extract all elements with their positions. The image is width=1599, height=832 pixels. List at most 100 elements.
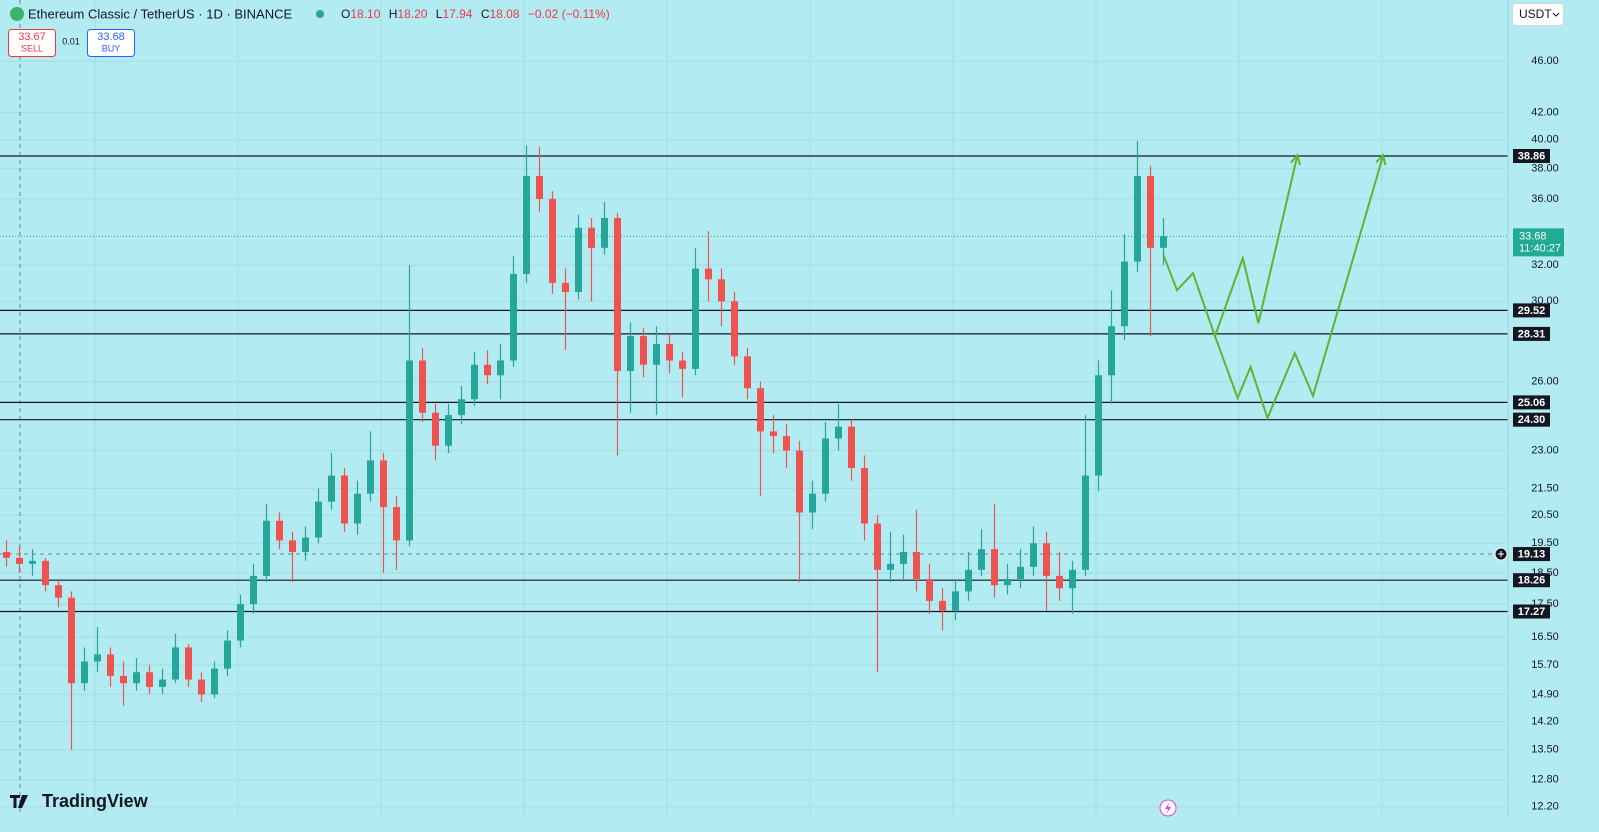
candle-body bbox=[484, 364, 491, 376]
candle-body bbox=[991, 549, 998, 586]
candle-body bbox=[432, 412, 439, 446]
candle-body bbox=[16, 557, 23, 564]
candle-body bbox=[29, 560, 36, 564]
level-label-box bbox=[1513, 148, 1550, 163]
crosshair-label-box bbox=[1513, 547, 1550, 562]
countdown: 11:40:27 bbox=[1519, 242, 1561, 254]
candle-body bbox=[822, 438, 829, 494]
candle-body bbox=[705, 268, 712, 280]
y-tick-label: 23.00 bbox=[1531, 444, 1559, 456]
y-tick-label: 32.00 bbox=[1531, 259, 1559, 271]
y-tick-label: 12.20 bbox=[1531, 801, 1559, 813]
y-tick-label: 40.00 bbox=[1531, 134, 1559, 146]
spread: 0.01 bbox=[62, 36, 80, 46]
level-label: 18.26 bbox=[1518, 575, 1546, 587]
candle-body bbox=[237, 604, 244, 641]
candle-body bbox=[562, 282, 569, 293]
candle-body bbox=[185, 647, 192, 680]
ohlc-value: 17.94 bbox=[442, 7, 472, 21]
current-price-label: 33.68 bbox=[1519, 230, 1547, 242]
candle-body bbox=[913, 552, 920, 579]
ohlc-value: 18.10 bbox=[350, 7, 380, 21]
y-tick-label: 46.00 bbox=[1531, 55, 1559, 67]
sell-price: 33.67 bbox=[18, 31, 46, 43]
buy-price: 33.68 bbox=[97, 31, 125, 43]
y-tick-label: 13.50 bbox=[1531, 744, 1559, 756]
buy-button[interactable] bbox=[87, 29, 135, 57]
y-tick-label: 15.70 bbox=[1531, 659, 1559, 671]
candle-body bbox=[172, 647, 179, 680]
level-label: 38.86 bbox=[1518, 150, 1546, 162]
candle-body bbox=[601, 217, 608, 248]
candle-body bbox=[55, 585, 62, 598]
level-label: 24.30 bbox=[1518, 414, 1546, 426]
y-tick-label: 14.90 bbox=[1531, 688, 1559, 700]
candle-body bbox=[718, 279, 725, 302]
candle-body bbox=[770, 431, 777, 437]
currency-button[interactable] bbox=[1512, 3, 1564, 26]
candle-body bbox=[354, 493, 361, 524]
candle-body bbox=[393, 507, 400, 541]
ohlc-key: C bbox=[481, 7, 490, 21]
ohlc-value: 18.08 bbox=[490, 7, 520, 21]
ohlc: O18.10 H18.20 L17.94 C18.08 −0.02 (−0.11… bbox=[341, 7, 610, 21]
ohlc-value: 18.20 bbox=[397, 7, 427, 21]
candle-body bbox=[575, 227, 582, 293]
candle-body bbox=[1030, 543, 1037, 567]
projection-arrow bbox=[1375, 153, 1387, 166]
candle-body bbox=[146, 672, 153, 687]
candle-body bbox=[133, 672, 140, 684]
candle-body bbox=[419, 360, 426, 413]
candle-body bbox=[68, 597, 75, 684]
brand-icon bbox=[10, 795, 28, 808]
y-tick-label: 26.00 bbox=[1531, 376, 1559, 388]
candle-body bbox=[1121, 261, 1128, 327]
crosshair-label: 19.13 bbox=[1518, 548, 1546, 560]
candle-body bbox=[1147, 176, 1154, 248]
y-tick-label: 42.00 bbox=[1531, 106, 1559, 118]
ohlc-key: O bbox=[341, 7, 350, 21]
brand: TradingView bbox=[42, 791, 149, 811]
candle-body bbox=[1160, 236, 1167, 248]
candle-body bbox=[81, 661, 88, 684]
candle-body bbox=[289, 540, 296, 553]
sell-button[interactable] bbox=[8, 29, 56, 57]
candle-body bbox=[1056, 575, 1063, 589]
current-price-box bbox=[1513, 228, 1564, 257]
candle-body bbox=[783, 436, 790, 451]
candle-body bbox=[900, 552, 907, 564]
candle-body bbox=[510, 273, 517, 361]
candle-body bbox=[848, 426, 855, 468]
candle-body bbox=[367, 460, 374, 494]
candle-body bbox=[198, 679, 205, 695]
candle-body bbox=[276, 520, 283, 541]
candle-body bbox=[679, 360, 686, 369]
candle-body bbox=[926, 578, 933, 601]
candle-body bbox=[1108, 326, 1115, 376]
candle-body bbox=[874, 523, 881, 570]
symbol: Ethereum Classic / TetherUS · 1D · BINAN… bbox=[28, 6, 292, 21]
y-tick-label: 21.50 bbox=[1531, 482, 1559, 494]
y-tick-label: 38.00 bbox=[1531, 162, 1559, 174]
candle-body bbox=[315, 501, 322, 538]
level-label-box bbox=[1513, 604, 1550, 619]
level-label: 17.27 bbox=[1518, 606, 1546, 618]
candle-body bbox=[757, 388, 764, 432]
candle-body bbox=[653, 344, 660, 365]
lightning-glyph bbox=[1165, 803, 1171, 813]
level-label-box bbox=[1513, 395, 1550, 410]
candle-body bbox=[640, 336, 647, 365]
level-label: 25.06 bbox=[1518, 397, 1546, 409]
price-axis: 46.0042.0040.0038.0036.0032.0030.0026.00… bbox=[1494, 55, 1564, 813]
candle-body bbox=[965, 569, 972, 592]
candle-body bbox=[211, 668, 218, 695]
candle-body bbox=[744, 356, 751, 389]
level-label-box bbox=[1513, 573, 1550, 588]
currency: USDT bbox=[1519, 7, 1552, 21]
level-label-box bbox=[1513, 326, 1550, 341]
candle-body bbox=[1043, 543, 1050, 576]
candle-body bbox=[549, 198, 556, 283]
ohlc-key: H bbox=[389, 7, 398, 21]
